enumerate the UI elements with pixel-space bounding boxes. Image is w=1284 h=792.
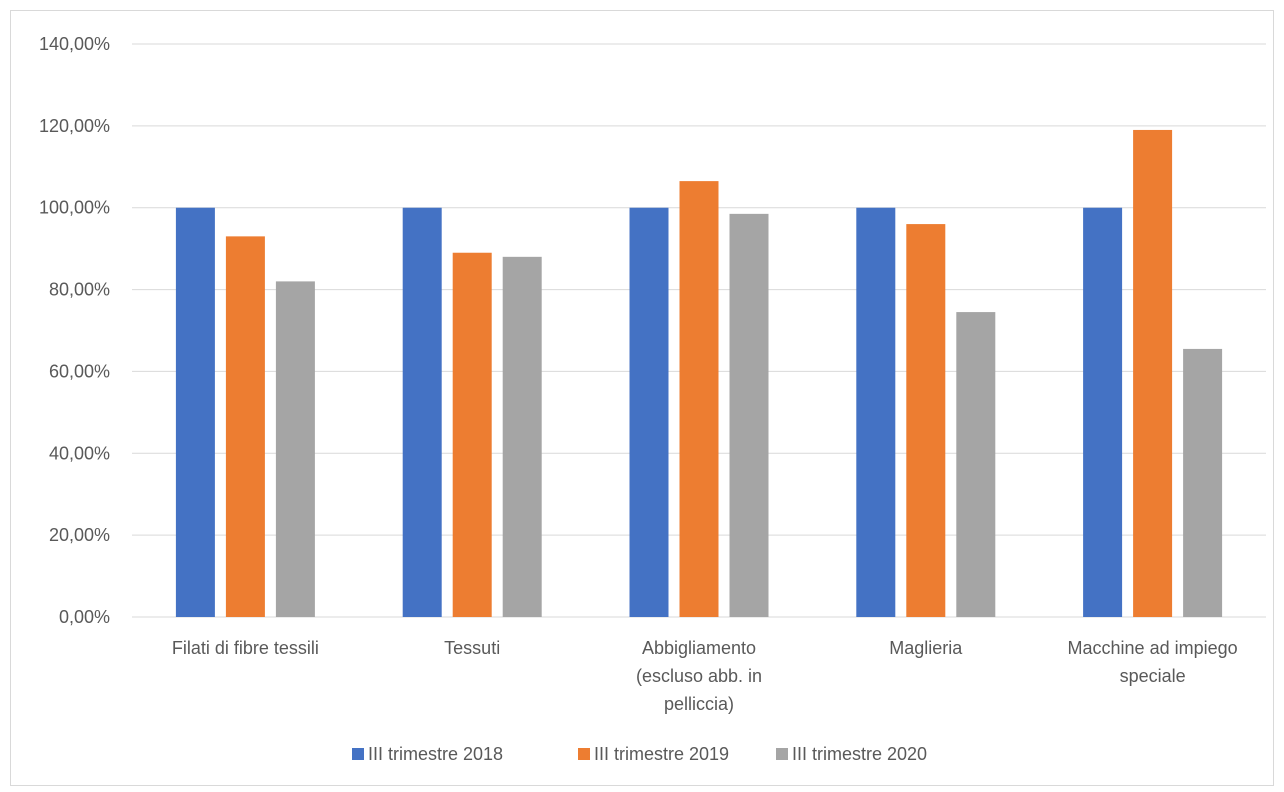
legend-label: III trimestre 2018 (368, 744, 503, 764)
y-tick-label: 40,00% (49, 443, 110, 463)
bar (275, 281, 315, 617)
bar (1083, 207, 1123, 617)
x-category-label: Macchine ad impiego (1068, 638, 1238, 658)
y-tick-label: 20,00% (49, 525, 110, 545)
y-tick-label: 80,00% (49, 280, 110, 300)
bar (175, 207, 215, 617)
legend-label: III trimestre 2020 (792, 744, 927, 764)
y-tick-label: 120,00% (39, 116, 110, 136)
x-category-label: pelliccia) (664, 694, 734, 714)
legend-swatch (352, 748, 364, 760)
bar (856, 207, 896, 617)
x-category-label: Tessuti (444, 638, 500, 658)
bar (956, 312, 996, 617)
x-category-label: Abbigliamento (642, 638, 756, 658)
y-tick-label: 100,00% (39, 198, 110, 218)
y-tick-label: 60,00% (49, 361, 110, 381)
legend-swatch (578, 748, 590, 760)
bar (679, 181, 719, 617)
bar (729, 213, 769, 617)
bar (906, 224, 946, 618)
bar (629, 207, 669, 617)
bar (502, 256, 542, 617)
x-category-label: (escluso abb. in (636, 666, 762, 686)
legend-label: III trimestre 2019 (594, 744, 729, 764)
y-tick-label: 140,00% (39, 34, 110, 54)
bar (225, 236, 265, 617)
legend-swatch (776, 748, 788, 760)
x-category-label: Maglieria (889, 638, 963, 658)
y-tick-label: 0,00% (59, 607, 110, 627)
bar (1133, 129, 1173, 617)
bar (1183, 348, 1223, 617)
bar (452, 252, 492, 617)
x-category-label: Filati di fibre tessili (172, 638, 319, 658)
bar (402, 207, 442, 617)
x-category-label: speciale (1120, 666, 1186, 686)
